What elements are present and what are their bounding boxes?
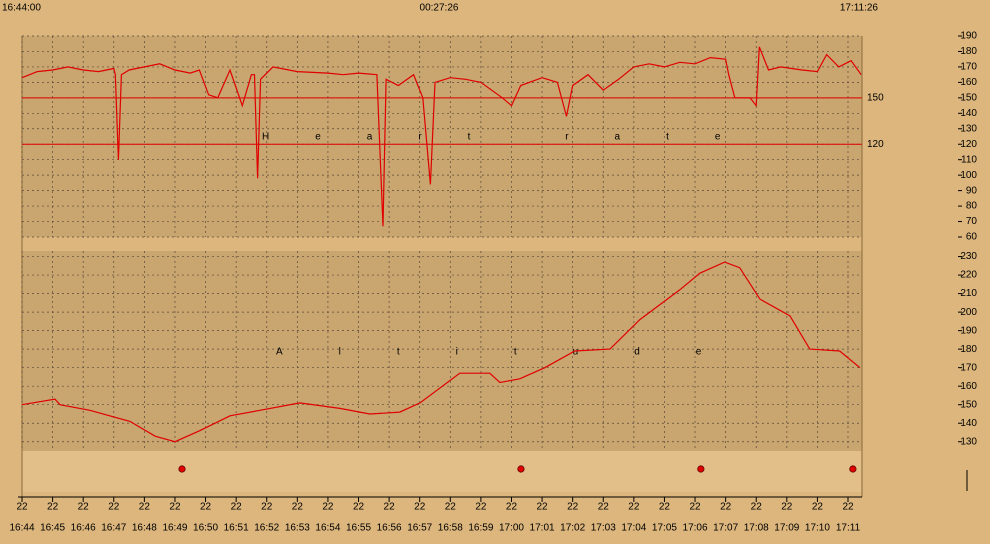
x-tick-label: 16:48 <box>132 523 157 534</box>
x-tick-label: 16:50 <box>193 523 218 534</box>
y-tick-label: 180 <box>960 46 977 57</box>
watermark: Altitude <box>276 347 757 358</box>
x-tick-day: 22 <box>200 502 212 513</box>
start-time: 16:44:00 <box>2 3 41 14</box>
y-tick-label: 170 <box>960 62 977 73</box>
x-tick-label: 17:04 <box>621 523 646 534</box>
y-tick-label: 140 <box>960 108 977 119</box>
x-tick-day: 22 <box>322 502 334 513</box>
y-tick-label: 140 <box>960 418 977 429</box>
x-tick-label: 16:51 <box>224 523 249 534</box>
x-tick-day: 22 <box>628 502 640 513</box>
end-time: 17:11:26 <box>840 3 879 14</box>
x-tick-day: 22 <box>78 502 90 513</box>
lap-marker <box>517 465 525 473</box>
x-tick-label: 16:49 <box>162 523 187 534</box>
y-tick-label: 150 <box>960 92 977 103</box>
x-tick-day: 22 <box>751 502 763 513</box>
x-tick-label: 16:58 <box>438 523 463 534</box>
x-tick-day: 22 <box>292 502 304 513</box>
lap-marker <box>178 465 186 473</box>
lap-marker <box>849 465 857 473</box>
y-tick-label: 130 <box>960 123 977 134</box>
x-tick-day: 22 <box>139 502 151 513</box>
y-tick-label: 70 <box>966 216 978 227</box>
heart-rate-panel <box>22 36 862 237</box>
y-tick-label: 100 <box>960 170 977 181</box>
x-tick-day: 22 <box>842 502 854 513</box>
x-tick-day: 22 <box>475 502 487 513</box>
x-tick-label: 16:45 <box>40 523 65 534</box>
series-line <box>21 261 861 443</box>
y-tick-label: 190 <box>960 31 977 42</box>
y-tick-label: 230 <box>960 251 977 262</box>
x-tick-day: 22 <box>720 502 732 513</box>
x-tick-day: 22 <box>445 502 457 513</box>
y-tick-label: 110 <box>961 154 977 165</box>
series-line <box>21 46 862 227</box>
x-tick-label: 17:10 <box>805 523 830 534</box>
x-tick-day: 22 <box>16 502 28 513</box>
reference-label: 120 <box>867 139 884 150</box>
y-tick-label: 80 <box>966 201 978 212</box>
y-tick-label: 60 <box>966 232 978 243</box>
x-tick-label: 17:01 <box>530 523 555 534</box>
x-tick-day: 22 <box>261 502 273 513</box>
duration: 00:27:26 <box>420 3 459 14</box>
x-tick-label: 16:55 <box>346 523 371 534</box>
x-tick-label: 16:44 <box>9 523 34 534</box>
x-tick-label: 16:53 <box>285 523 310 534</box>
x-tick-day: 22 <box>506 502 518 513</box>
x-tick-day: 22 <box>231 502 243 513</box>
y-tick-label: 90 <box>966 185 978 196</box>
x-tick-day: 22 <box>353 502 365 513</box>
y-tick-label: 220 <box>960 270 977 281</box>
x-tick-day: 22 <box>689 502 701 513</box>
x-tick-label: 16:56 <box>377 523 402 534</box>
y-tick-label: 200 <box>960 307 977 318</box>
panel-gap <box>22 237 862 251</box>
x-tick-label: 17:09 <box>774 523 799 534</box>
y-tick-label: 170 <box>960 362 977 373</box>
x-tick-label: 17:11 <box>836 523 861 534</box>
x-tick-day: 22 <box>108 502 120 513</box>
reference-label: 150 <box>867 92 884 103</box>
x-tick-day: 22 <box>169 502 181 513</box>
x-tick-day: 22 <box>598 502 610 513</box>
y-tick-label: 160 <box>960 77 977 88</box>
x-tick-label: 16:46 <box>71 523 96 534</box>
y-tick-label: 160 <box>960 381 977 392</box>
x-tick-day: 22 <box>47 502 59 513</box>
x-tick-label: 16:47 <box>101 523 126 534</box>
y-tick-label: 210 <box>960 288 977 299</box>
x-tick-label: 17:08 <box>744 523 769 534</box>
x-tick-label: 16:57 <box>407 523 432 534</box>
marker-band <box>22 451 862 492</box>
x-tick-label: 16:54 <box>315 523 340 534</box>
x-tick-label: 17:06 <box>683 523 708 534</box>
x-tick-day: 22 <box>812 502 824 513</box>
x-tick-label: 17:03 <box>591 523 616 534</box>
x-tick-day: 22 <box>659 502 671 513</box>
x-tick-label: 16:59 <box>468 523 493 534</box>
x-tick-label: 17:07 <box>713 523 738 534</box>
y-tick-label: 190 <box>960 325 977 336</box>
x-tick-day: 22 <box>537 502 549 513</box>
y-tick-label: 130 <box>960 436 977 447</box>
x-tick-label: 17:00 <box>499 523 524 534</box>
x-tick-label: 17:02 <box>560 523 585 534</box>
lap-marker <box>697 465 705 473</box>
altitude-panel <box>22 251 862 451</box>
y-tick-label: 120 <box>960 139 977 150</box>
y-tick-label: 150 <box>960 399 977 410</box>
x-tick-label: 17:05 <box>652 523 677 534</box>
x-tick-day: 22 <box>567 502 579 513</box>
x-tick-day: 22 <box>414 502 426 513</box>
x-tick-day: 22 <box>384 502 396 513</box>
x-tick-label: 16:52 <box>254 523 279 534</box>
watermark: Heart rate <box>262 132 766 143</box>
y-tick-label: 180 <box>960 344 977 355</box>
x-tick-day: 22 <box>781 502 793 513</box>
